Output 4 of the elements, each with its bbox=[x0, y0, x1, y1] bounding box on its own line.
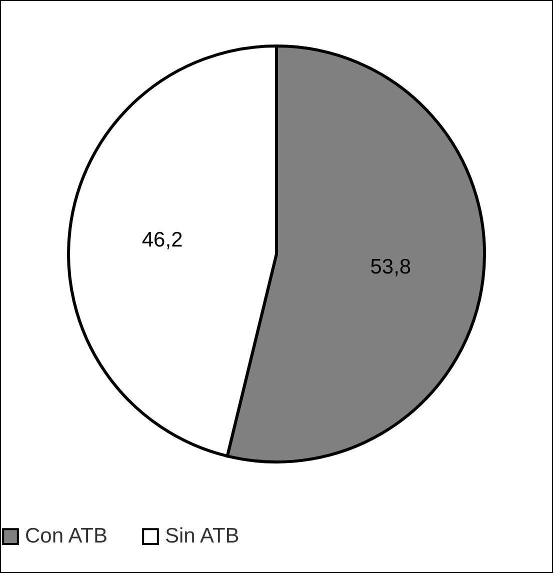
data-label: 53,8 bbox=[370, 256, 412, 279]
data-label: 46,2 bbox=[142, 228, 183, 252]
legend-label: Sin ATB bbox=[165, 524, 240, 548]
legend-label: Con ATB bbox=[25, 524, 108, 548]
